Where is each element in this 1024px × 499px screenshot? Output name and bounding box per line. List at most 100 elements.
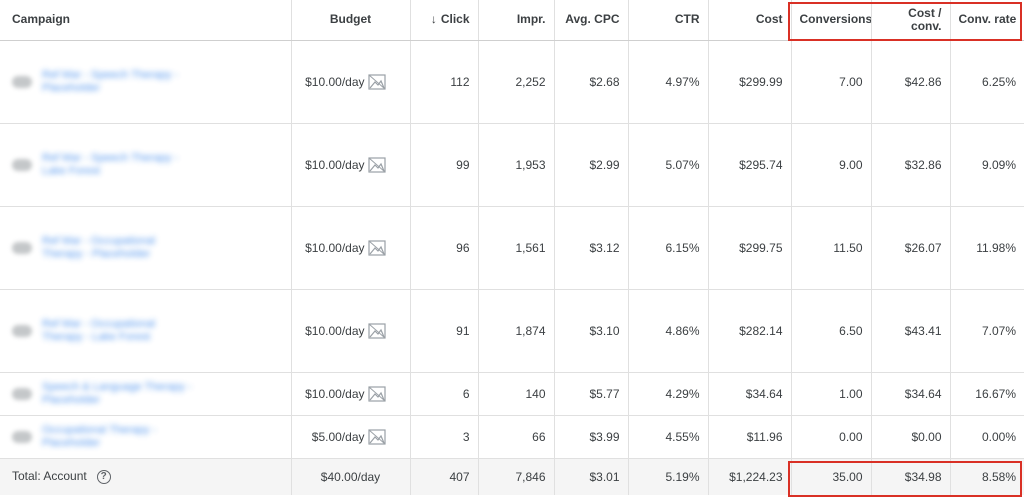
image-icon[interactable] [367,428,386,445]
budget-value: $5.00/day [311,429,365,444]
header-ctr-label: CTR [674,12,700,27]
header-conversions[interactable]: Conversions [791,0,872,41]
budget-cell: $10.00/day [291,123,411,207]
total-impr: 7,846 [478,457,555,495]
cost-cell: $299.75 [708,206,792,290]
header-conv-rate[interactable]: Conv. rate [950,0,1024,41]
budget-cell: $10.00/day [291,40,411,124]
table-row: Occupational Therapy - Placeholder $5.00/… [0,415,1024,459]
campaign-status-icon[interactable] [12,241,32,254]
avg-cpc-cell: $3.10 [554,289,629,373]
header-avg-cpc[interactable]: Avg. CPC [554,0,629,41]
avg-cpc-cell: $3.99 [554,415,629,459]
impr-cell: 1,953 [478,123,555,207]
budget-value: $10.00/day [305,323,365,338]
campaign-name-link[interactable]: Ref Mar - Occupational Therapy - Placeho… [42,234,156,260]
cost-cell: $299.99 [708,40,792,124]
budget-cell: $5.00/day [291,415,411,459]
table-row: Ref Mar - Speech Therapy - Placeholder $1… [0,40,1024,124]
header-row: Campaign Budget ↓ Click Impr. Avg. CPC CT… [0,0,1024,41]
budget-cell: $10.00/day [291,206,411,290]
header-click[interactable]: ↓ Click [410,0,479,41]
cost-conv-cell: $26.07 [871,206,951,290]
impr-cell: 1,561 [478,206,555,290]
budget-value: $10.00/day [305,74,365,89]
campaign-cell: Ref Mar - Occupational Therapy - Placeho… [0,206,292,290]
click-cell: 99 [410,123,479,207]
header-budget[interactable]: Budget [291,0,411,41]
budget-cell: $10.00/day [291,372,411,416]
image-icon[interactable] [367,73,386,90]
campaign-name-link[interactable]: Ref Mar - Speech Therapy - Placeholder [42,68,179,94]
conv-rate-cell: 11.98% [950,206,1024,290]
avg-cpc-cell: $3.12 [554,206,629,290]
campaign-cell: Speech & Language Therapy - Placeholder [0,372,292,416]
header-cost-per-conv-line1: Cost / [908,5,942,20]
ctr-cell: 4.86% [628,289,709,373]
header-conv-rate-label: Conv. rate [958,12,1017,27]
total-conversions: 35.00 [791,457,872,495]
header-click-label: Click [440,12,470,27]
click-cell: 112 [410,40,479,124]
conversions-cell: 7.00 [791,40,872,124]
cost-cell: $11.96 [708,415,792,459]
header-impr[interactable]: Impr. [478,0,555,41]
ctr-cell: 4.55% [628,415,709,459]
ctr-cell: 6.15% [628,206,709,290]
campaign-cell: Ref Mar - Speech Therapy - Placeholder [0,40,292,124]
conv-rate-cell: 7.07% [950,289,1024,373]
total-avg-cpc: $3.01 [554,457,629,495]
image-icon[interactable] [367,385,386,402]
campaign-status-icon[interactable] [12,75,32,88]
cost-conv-cell: $43.41 [871,289,951,373]
header-ctr[interactable]: CTR [628,0,709,41]
campaign-status-icon[interactable] [12,387,32,400]
help-icon[interactable]: ? [96,470,111,485]
ctr-cell: 4.29% [628,372,709,416]
campaign-status-icon[interactable] [12,158,32,171]
cost-conv-cell: $34.64 [871,372,951,416]
image-icon[interactable] [367,239,386,256]
campaign-status-icon[interactable] [12,324,32,337]
table-body: Ref Mar - Speech Therapy - Placeholder $1… [0,40,1024,459]
conv-rate-cell: 16.67% [950,372,1024,416]
campaign-name-link[interactable]: Ref Mar - Speech Therapy - Lake Forest [42,151,179,177]
table-row: Speech & Language Therapy - Placeholder $… [0,372,1024,416]
conversions-cell: 11.50 [791,206,872,290]
conversions-cell: 1.00 [791,372,872,416]
image-icon[interactable] [367,156,386,173]
cost-conv-cell: $42.86 [871,40,951,124]
avg-cpc-cell: $5.77 [554,372,629,416]
total-cost-per-conv: $34.98 [871,457,951,495]
header-cost-label: Cost [755,12,783,27]
campaign-name-link[interactable]: Occupational Therapy - Placeholder [42,423,157,449]
campaign-status-icon[interactable] [12,430,32,443]
header-campaign-label: Campaign [12,12,71,27]
cost-cell: $295.74 [708,123,792,207]
avg-cpc-cell: $2.99 [554,123,629,207]
total-label: Total: Account [12,469,87,484]
cost-conv-cell: $32.86 [871,123,951,207]
header-conversions-label: Conversions [799,12,871,27]
conversions-cell: 9.00 [791,123,872,207]
header-campaign[interactable]: Campaign [0,0,292,41]
total-label-cell: Total: Account? [0,457,292,495]
campaign-name-link[interactable]: Ref Mar - Occupational Therapy - Lake Fo… [42,317,156,343]
header-cost-per-conv[interactable]: Cost / conv. [871,0,951,41]
total-click: 407 [410,457,479,495]
click-cell: 6 [410,372,479,416]
impr-cell: 140 [478,372,555,416]
table-row: Ref Mar - Occupational Therapy - Placeho… [0,206,1024,290]
sort-down-arrow-icon: ↓ [430,12,437,27]
header-avg-cpc-label: Avg. CPC [565,12,620,27]
header-cost[interactable]: Cost [708,0,792,41]
total-cost: $1,224.23 [708,457,792,495]
campaign-name-link[interactable]: Speech & Language Therapy - Placeholder [42,380,192,406]
budget-value: $10.00/day [305,157,365,172]
conv-rate-cell: 9.09% [950,123,1024,207]
image-icon[interactable] [367,322,386,339]
header-budget-label: Budget [329,12,372,27]
conversions-cell: 6.50 [791,289,872,373]
cost-cell: $282.14 [708,289,792,373]
